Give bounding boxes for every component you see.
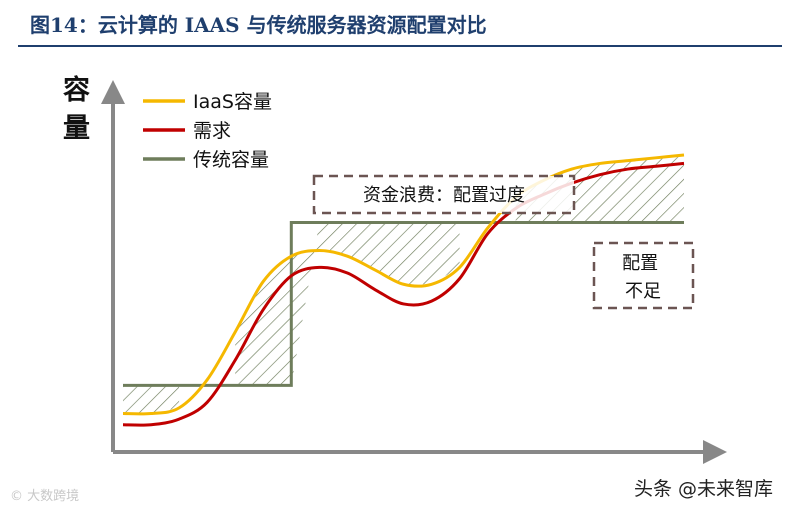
watermark-left: © 大数跨境 — [10, 489, 80, 504]
y-axis-label: 容 量 — [63, 74, 90, 144]
svg-text:量: 量 — [63, 113, 90, 144]
series-line-1 — [122, 161, 685, 427]
capacity-gap-hatch — [123, 385, 180, 414]
overprovision-label: 资金浪费：配置过度 — [363, 185, 525, 206]
legend-label-1: 需求 — [193, 120, 231, 142]
series-line-0 — [122, 153, 685, 416]
watermark-right: 头条 @未来智库 — [634, 478, 774, 500]
underprovision-annotation: 配置 不足 — [592, 241, 695, 310]
underprovision-label: 配置 不足 — [622, 253, 664, 302]
legend-label-0: IaaS容量 — [193, 91, 272, 113]
svg-text:容: 容 — [63, 74, 90, 106]
title-rule — [18, 45, 782, 47]
figure-title: 图14：云计算的 IAAS 与传统服务器资源配置对比 — [30, 13, 487, 37]
legend-label-2: 传统容量 — [193, 149, 269, 171]
overprovision-annotation: 资金浪费：配置过度 — [312, 174, 576, 215]
